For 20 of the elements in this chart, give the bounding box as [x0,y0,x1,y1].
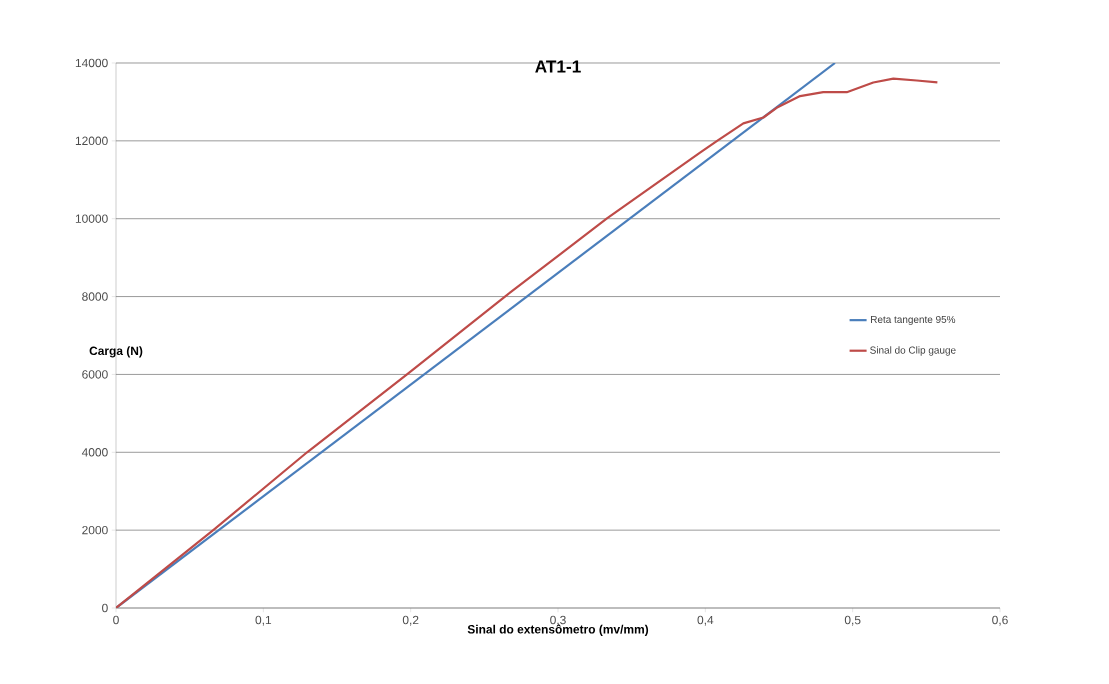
x-tick-label: 0,3 [550,615,566,626]
y-tick-label: 2000 [82,525,108,535]
y-tick-label: 14000 [75,58,108,68]
chart-title: AT1-1 [535,60,581,73]
legend-label: Reta tangente 95% [871,315,956,325]
x-tick-label: 0 [113,615,119,625]
legend-label: Sinal do Clip gauge [870,346,956,356]
x-axis-title: Sinal do extensômetro (mv/mm) [467,624,649,636]
x-tick-label: 0,6 [992,615,1008,626]
y-tick-label: 6000 [82,370,108,379]
x-tick-label: 0,5 [844,615,861,626]
y-tick-label: 12000 [75,136,108,146]
x-tick-label: 0,2 [402,615,419,626]
y-tick-label: 4000 [81,448,108,457]
y-tick-label: 8000 [82,292,108,301]
y-tick-label: 10000 [75,214,108,223]
x-tick-label: 0,4 [697,615,714,626]
x-tick-label: 0,1 [255,615,272,626]
y-tick-label: 0 [102,603,108,613]
y-axis-title: Carga (N) [89,346,143,358]
